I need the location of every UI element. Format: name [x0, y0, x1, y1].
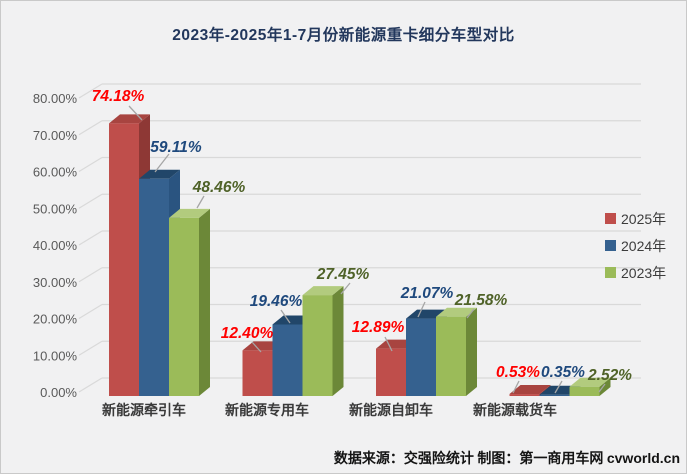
bar-2024年-g3	[539, 394, 570, 396]
bar-2024年-g1	[272, 324, 303, 396]
gridline-diag-60	[78, 156, 103, 173]
legend-label-2025: 2025年	[621, 210, 667, 227]
bar-2025年-g2	[376, 348, 406, 396]
y-tick-label-60: 60.00%	[33, 165, 78, 180]
bar-2023年-g2	[436, 316, 466, 396]
gridline-diag-40	[78, 230, 103, 246]
y-tick-label-10: 10.00%	[33, 348, 78, 363]
data-label-2025年-g3: 0.53%	[496, 364, 540, 381]
bar-side-2023年-g3	[599, 377, 611, 396]
leader-line-2023年-g3	[598, 383, 606, 393]
y-tick-label-20: 20.00%	[33, 312, 78, 327]
footer-credit: 数据来源：交强险统计 制图：第一商用车网 cvworld.cn	[334, 448, 680, 468]
bar-top-2024年-g0	[139, 169, 180, 179]
leader-line-2023年-g0	[196, 195, 205, 209]
data-label-2023年-g1: 27.45%	[316, 266, 370, 283]
bar-top-2023年-g3	[569, 377, 611, 387]
bar-2023年-g0	[169, 217, 199, 396]
leader-line-2024年-g2	[417, 301, 426, 318]
y-tick-label-50: 50.00%	[33, 201, 78, 216]
data-label-2024年-g3: 0.35%	[541, 364, 585, 381]
data-label-2025年-g1: 12.40%	[221, 325, 274, 342]
bar-2024年-g0	[139, 178, 169, 396]
gridline-diag-30	[78, 267, 103, 283]
gridline-diag-80	[78, 83, 103, 99]
gridline-diag-70	[78, 120, 103, 136]
legend-swatch-2024-icon	[605, 240, 616, 251]
data-label-2024年-g1: 19.46%	[250, 293, 303, 310]
gridline-diag-50	[78, 193, 103, 209]
category-label-cargo: 新能源载货车	[473, 404, 557, 419]
category-label-tractor: 新能源牵引车	[102, 404, 186, 419]
data-label-2023年-g2: 21.58%	[454, 292, 508, 309]
bar-top-2025年-g3	[509, 385, 551, 395]
chart-title: 2023年-2025年1-7月份新能源重卡细分车型对比	[172, 27, 515, 44]
bar-side-2023年-g1	[332, 286, 344, 396]
legend-label-2024: 2024年	[621, 237, 667, 254]
leader-line-2025年-g1	[251, 341, 262, 353]
legend-item-2025: 2025年	[605, 205, 666, 232]
gridline-diag-20	[78, 303, 103, 320]
leader-line-2025年-g2	[384, 336, 393, 352]
footer-brand: cvworld.cn	[606, 450, 680, 466]
bar-2023年-g1	[302, 295, 333, 396]
data-label-2024年-g0: 59.11%	[150, 139, 202, 156]
category-label-dump: 新能源自卸车	[349, 404, 433, 419]
data-label-2025年-g0: 74.18%	[92, 88, 145, 105]
bar-2023年-g3	[569, 386, 600, 396]
leader-line-2025年-g3	[512, 380, 520, 394]
footer-source-text: 数据来源：交强险统计 制图：第一商用车网	[333, 452, 604, 467]
leader-line-2024年-g3	[554, 380, 563, 394]
legend-swatch-2025-icon	[605, 213, 616, 224]
bar-side-2023年-g2	[466, 307, 477, 396]
gridline-diag-10	[78, 340, 103, 356]
data-label-2023年-g3: 2.52%	[587, 367, 632, 384]
category-label-special: 新能源专用车	[225, 404, 309, 419]
gridline-diag-0	[78, 377, 103, 393]
bar-2024年-g2	[406, 318, 436, 396]
legend-item-2024: 2024年	[605, 232, 666, 259]
bar-top-2023年-g2	[436, 307, 477, 317]
bar-top-2023年-g0	[169, 208, 210, 218]
data-label-2025年-g2: 12.89%	[352, 319, 405, 336]
y-tick-label-40: 40.00%	[33, 238, 78, 253]
y-tick-label-70: 70.00%	[33, 128, 78, 143]
leader-line-2023年-g2	[466, 308, 475, 319]
y-tick-label-80: 80.00%	[33, 91, 78, 106]
y-tick-label-30: 30.00%	[33, 275, 78, 290]
legend: 2025年 2024年 2023年	[605, 205, 666, 286]
data-label-2024年-g2: 21.07%	[400, 285, 454, 302]
leader-line-2023年-g1	[340, 282, 351, 295]
bar-2025年-g3	[509, 394, 540, 396]
y-tick-label-0: 0.00%	[40, 385, 77, 400]
legend-swatch-2023-icon	[605, 267, 616, 278]
leader-line-2024年-g1	[280, 309, 291, 324]
leader-line-2024年-g0	[154, 153, 170, 173]
legend-label-2023: 2023年	[621, 264, 667, 281]
leader-line-2025年-g0	[128, 105, 143, 121]
legend-item-2023: 2023年	[605, 259, 666, 286]
bar-side-2023年-g0	[199, 208, 210, 396]
bar-2025年-g0	[109, 123, 139, 397]
bar-top-2023年-g1	[302, 286, 344, 296]
data-label-2023年-g0: 48.46%	[192, 179, 246, 196]
bar-2025年-g1	[242, 350, 273, 396]
